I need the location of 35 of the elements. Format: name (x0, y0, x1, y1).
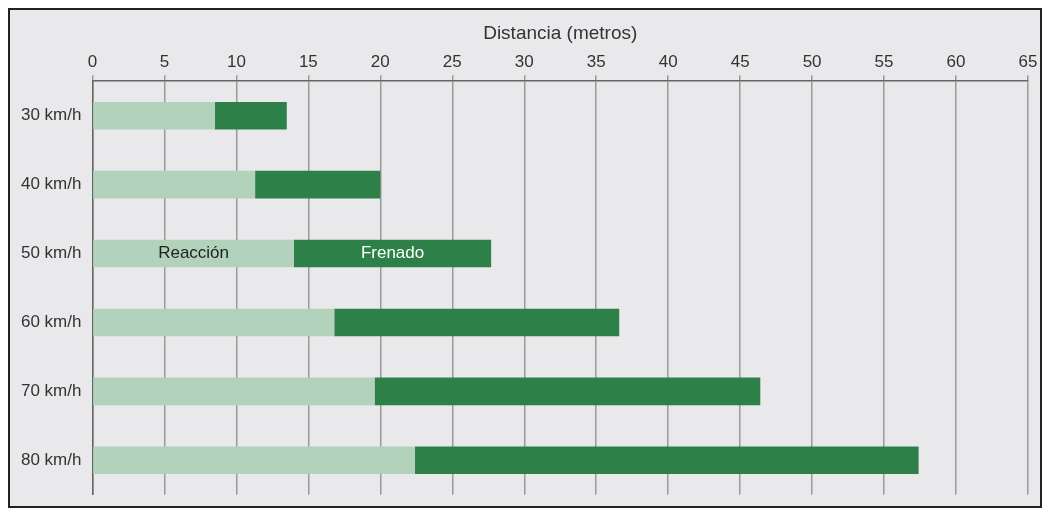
x-tick-label: 40 (658, 51, 678, 71)
series-label: Frenado (360, 243, 425, 263)
x-tick-label: 0 (87, 51, 98, 71)
x-tick-label: 35 (586, 51, 606, 71)
bar (255, 170, 381, 199)
x-tick-label: 55 (874, 51, 894, 71)
bar (293, 239, 492, 268)
x-tick-label: 20 (370, 51, 390, 71)
x-tick-label: 10 (226, 51, 246, 71)
bar (334, 308, 620, 337)
bar (93, 446, 415, 475)
series-label: Reacción (158, 243, 230, 263)
x-tick-label: 60 (946, 51, 966, 71)
bar (93, 239, 294, 268)
bar (93, 377, 375, 406)
x-tick-label: 50 (802, 51, 822, 71)
y-tick-label: 60 km/h (20, 312, 82, 332)
y-tick-label: 70 km/h (20, 381, 82, 401)
bar (214, 101, 287, 130)
y-tick-label: 40 km/h (20, 174, 82, 194)
bar (414, 446, 919, 475)
bar (374, 377, 761, 406)
x-tick-label: 45 (730, 51, 750, 71)
x-tick-label: 30 (514, 51, 534, 71)
x-tick-label: 15 (298, 51, 318, 71)
x-tick-label: 25 (442, 51, 462, 71)
y-tick-label: 50 km/h (20, 243, 82, 263)
x-axis-title: Distancia (metros) (483, 21, 638, 43)
y-tick-label: 80 km/h (20, 450, 82, 470)
bar (93, 308, 335, 337)
y-tick-label: 30 km/h (20, 105, 82, 125)
x-tick-label: 5 (159, 51, 170, 71)
bar (93, 101, 215, 130)
bar (93, 170, 256, 199)
x-tick-label: 65 (1018, 51, 1038, 71)
